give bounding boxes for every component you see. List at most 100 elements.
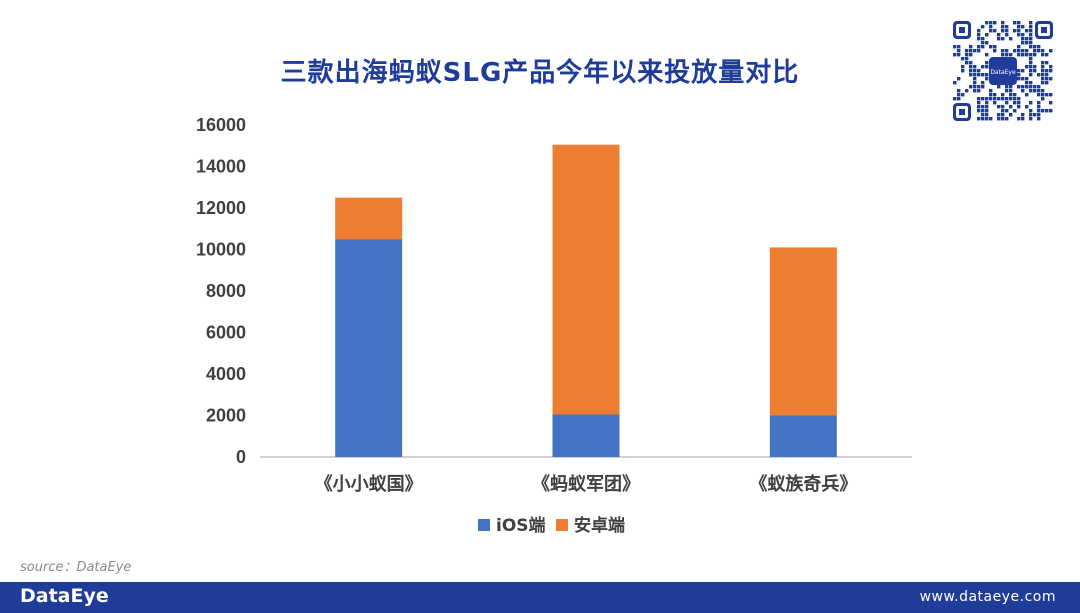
qr-module xyxy=(1017,101,1021,105)
qr-module xyxy=(985,73,989,77)
qr-module xyxy=(985,65,989,69)
qr-module xyxy=(977,33,981,37)
qr-module xyxy=(973,65,977,69)
qr-module xyxy=(1029,41,1033,45)
qr-module xyxy=(1005,49,1009,53)
qr-module xyxy=(957,53,961,57)
qr-module xyxy=(957,89,961,93)
qr-module xyxy=(993,101,997,105)
qr-module xyxy=(965,89,969,93)
qr-module xyxy=(1005,29,1009,33)
qr-module xyxy=(969,61,973,65)
qr-module xyxy=(973,77,977,81)
qr-module xyxy=(1005,97,1009,101)
qr-module xyxy=(993,97,997,101)
qr-module xyxy=(989,117,993,121)
qr-module xyxy=(977,97,981,101)
qr-module xyxy=(1021,69,1025,73)
qr-module xyxy=(1049,65,1053,69)
qr-module xyxy=(985,97,989,101)
qr-module xyxy=(1029,89,1033,93)
qr-module xyxy=(1021,117,1025,121)
qr-module xyxy=(1001,117,1005,121)
qr-module xyxy=(1005,109,1009,113)
qr-module xyxy=(1017,29,1021,33)
qr-module xyxy=(1021,49,1025,53)
qr-module xyxy=(1037,49,1041,53)
qr-module xyxy=(1017,105,1021,109)
qr-module xyxy=(1025,77,1029,81)
qr-module xyxy=(1049,101,1053,105)
qr-module xyxy=(973,69,977,73)
qr-module xyxy=(977,37,981,41)
qr-module xyxy=(993,49,997,53)
qr-module xyxy=(985,53,989,57)
y-tick-label: 4000 xyxy=(206,364,246,384)
qr-module xyxy=(1033,89,1037,93)
qr-module xyxy=(1029,61,1033,65)
legend-swatch xyxy=(478,519,490,531)
qr-module xyxy=(1045,61,1049,65)
qr-module xyxy=(1029,113,1033,117)
qr-module xyxy=(1013,97,1017,101)
y-tick-label: 12000 xyxy=(196,198,246,218)
qr-module xyxy=(1025,65,1029,69)
qr-module xyxy=(1041,53,1045,57)
qr-module xyxy=(957,77,961,81)
qr-module xyxy=(977,85,981,89)
y-tick-label: 8000 xyxy=(206,281,246,301)
bar-segment xyxy=(552,144,620,415)
qr-module xyxy=(1041,73,1045,77)
qr-module xyxy=(1021,41,1025,45)
x-tick-label: 《蚂蚁军团》 xyxy=(532,474,640,495)
chart-title: 三款出海蚂蚁SLG产品今年以来投放量对比 xyxy=(280,58,800,88)
qr-module xyxy=(1025,37,1029,41)
qr-module xyxy=(1041,69,1045,73)
qr-module xyxy=(981,117,985,121)
qr-module xyxy=(1009,89,1013,93)
qr-module xyxy=(985,101,989,105)
qr-module xyxy=(1025,41,1029,45)
qr-module xyxy=(961,93,965,97)
qr-module xyxy=(1029,73,1033,77)
qr-module xyxy=(1033,65,1037,69)
y-tick-label: 16000 xyxy=(196,115,246,135)
qr-module xyxy=(1021,89,1025,93)
qr-module xyxy=(1029,65,1033,69)
qr-module xyxy=(1033,49,1037,53)
qr-module xyxy=(1013,101,1017,105)
qr-module xyxy=(1021,113,1025,117)
qr-module xyxy=(1009,105,1013,109)
qr-module xyxy=(965,57,969,61)
qr-module xyxy=(1017,53,1021,57)
qr-module xyxy=(953,53,957,57)
source-note: source：DataEye xyxy=(20,560,132,575)
qr-module xyxy=(973,73,977,77)
qr-module xyxy=(989,21,993,25)
qr-module xyxy=(1045,109,1049,113)
qr-module xyxy=(1005,101,1009,105)
qr-module xyxy=(1017,69,1021,73)
qr-module xyxy=(1037,89,1041,93)
qr-module xyxy=(997,85,1001,89)
bar-segment xyxy=(335,197,403,240)
qr-module xyxy=(985,109,989,113)
qr-module xyxy=(957,93,961,97)
qr-module xyxy=(1009,53,1013,57)
qr-module xyxy=(1013,29,1017,33)
qr-center-logo xyxy=(989,57,1017,85)
bar-segment xyxy=(769,415,837,457)
qr-module xyxy=(1045,53,1049,57)
qr-module xyxy=(1049,69,1053,73)
qr-module xyxy=(989,25,993,29)
qr-module xyxy=(1021,33,1025,37)
footer-url[interactable]: www.dataeye.com xyxy=(919,589,1056,605)
qr-module xyxy=(985,113,989,117)
qr-module xyxy=(973,85,977,89)
qr-module xyxy=(997,33,1001,37)
qr-finder-inner xyxy=(1041,27,1047,33)
qr-module xyxy=(1041,65,1045,69)
qr-module xyxy=(1045,77,1049,81)
qr-module xyxy=(1029,69,1033,73)
qr-module xyxy=(1001,109,1005,113)
